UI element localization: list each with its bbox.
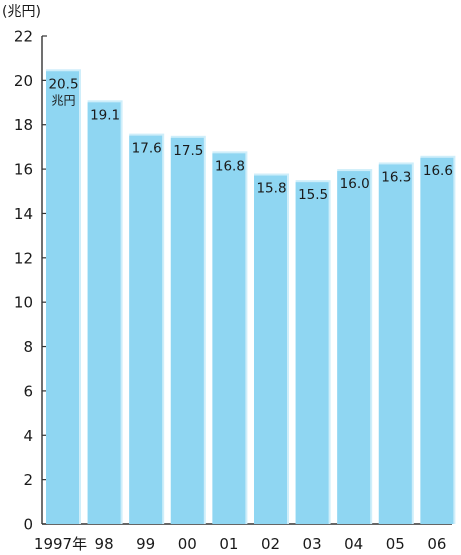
x-category-label: 06 — [427, 535, 446, 553]
y-tick-label: 2 — [23, 471, 33, 489]
bar-value-label: 16.8 — [215, 158, 245, 174]
bar-value-label: 20.5 — [48, 76, 78, 92]
bar-value-label: 17.6 — [132, 141, 162, 157]
bar-value-label: 19.1 — [90, 107, 120, 123]
bar — [295, 182, 329, 524]
bar — [212, 153, 246, 524]
bar — [378, 164, 412, 524]
x-axis-labels: 1997年 98 99 00 01 02 03 04 05 06 — [34, 535, 447, 553]
bar — [87, 102, 121, 524]
bar — [129, 135, 163, 524]
y-tick-label: 10 — [14, 294, 33, 312]
y-tick-label: 0 — [23, 516, 33, 534]
y-axis-unit-label: (兆円) — [2, 4, 41, 20]
y-tick-label: 20 — [14, 72, 33, 90]
x-category-label: 01 — [219, 535, 238, 553]
x-category-label: 1997年 — [34, 535, 87, 553]
x-category-label: 04 — [344, 535, 363, 553]
bar-value-label: 15.8 — [256, 181, 286, 197]
bar — [337, 171, 371, 524]
y-tick-label: 8 — [23, 338, 33, 356]
y-tick-label: 16 — [14, 161, 33, 179]
bar — [46, 71, 79, 524]
y-tick-label: 14 — [14, 205, 33, 223]
x-category-label: 02 — [261, 535, 280, 553]
y-tick-label: 6 — [23, 382, 33, 400]
bar — [170, 137, 204, 524]
bar-value-label: 17.5 — [173, 143, 203, 159]
y-tick-label: 22 — [14, 28, 33, 46]
y-tick-label: 4 — [23, 427, 33, 445]
x-category-label: 00 — [178, 535, 197, 553]
bar-value-unit-label: 兆円 — [51, 93, 75, 107]
bar-value-label: 15.5 — [298, 187, 328, 203]
y-tick-label: 12 — [14, 249, 33, 267]
bar-value-label: 16.0 — [340, 176, 370, 192]
x-category-label: 98 — [95, 535, 114, 553]
bar-series: 20.5兆円 19.1 17.6 17.5 16.8 15.8 15.5 16.0 16.3 16… — [46, 69, 456, 525]
x-category-label: 99 — [136, 535, 155, 553]
y-tick-label: 18 — [14, 116, 33, 134]
x-category-label: 05 — [386, 535, 405, 553]
bar — [254, 175, 287, 524]
bar-value-label: 16.6 — [423, 163, 453, 179]
bar-value-label: 16.3 — [381, 169, 411, 185]
bar — [420, 157, 454, 525]
x-category-label: 03 — [303, 535, 322, 553]
